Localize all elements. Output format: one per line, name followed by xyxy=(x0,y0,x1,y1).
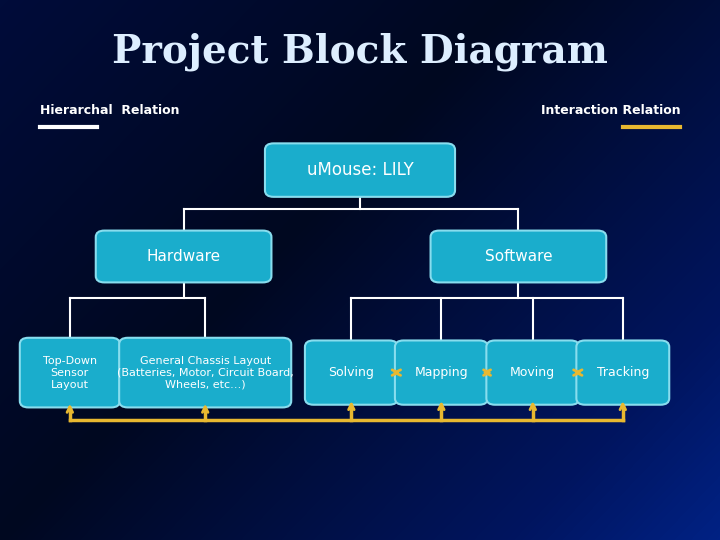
Text: Project Block Diagram: Project Block Diagram xyxy=(112,32,608,71)
Text: Top-Down
Sensor
Layout: Top-Down Sensor Layout xyxy=(42,356,97,389)
Text: Interaction Relation: Interaction Relation xyxy=(541,104,680,117)
Text: Tracking: Tracking xyxy=(597,366,649,379)
FancyBboxPatch shape xyxy=(20,338,120,407)
FancyBboxPatch shape xyxy=(265,143,455,197)
Text: Hardware: Hardware xyxy=(147,249,220,264)
Text: Mapping: Mapping xyxy=(415,366,468,379)
FancyBboxPatch shape xyxy=(395,341,488,405)
FancyBboxPatch shape xyxy=(577,341,670,405)
Text: uMouse: LILY: uMouse: LILY xyxy=(307,161,413,179)
FancyBboxPatch shape xyxy=(305,341,397,405)
FancyBboxPatch shape xyxy=(431,231,606,282)
FancyBboxPatch shape xyxy=(487,341,579,405)
Text: Hierarchal  Relation: Hierarchal Relation xyxy=(40,104,179,117)
FancyBboxPatch shape xyxy=(119,338,291,407)
Text: Solving: Solving xyxy=(328,366,374,379)
FancyBboxPatch shape xyxy=(96,231,271,282)
Text: Moving: Moving xyxy=(510,366,555,379)
Text: General Chassis Layout
(Batteries, Motor, Circuit Board,
Wheels, etc…): General Chassis Layout (Batteries, Motor… xyxy=(117,356,294,389)
Text: Software: Software xyxy=(485,249,552,264)
